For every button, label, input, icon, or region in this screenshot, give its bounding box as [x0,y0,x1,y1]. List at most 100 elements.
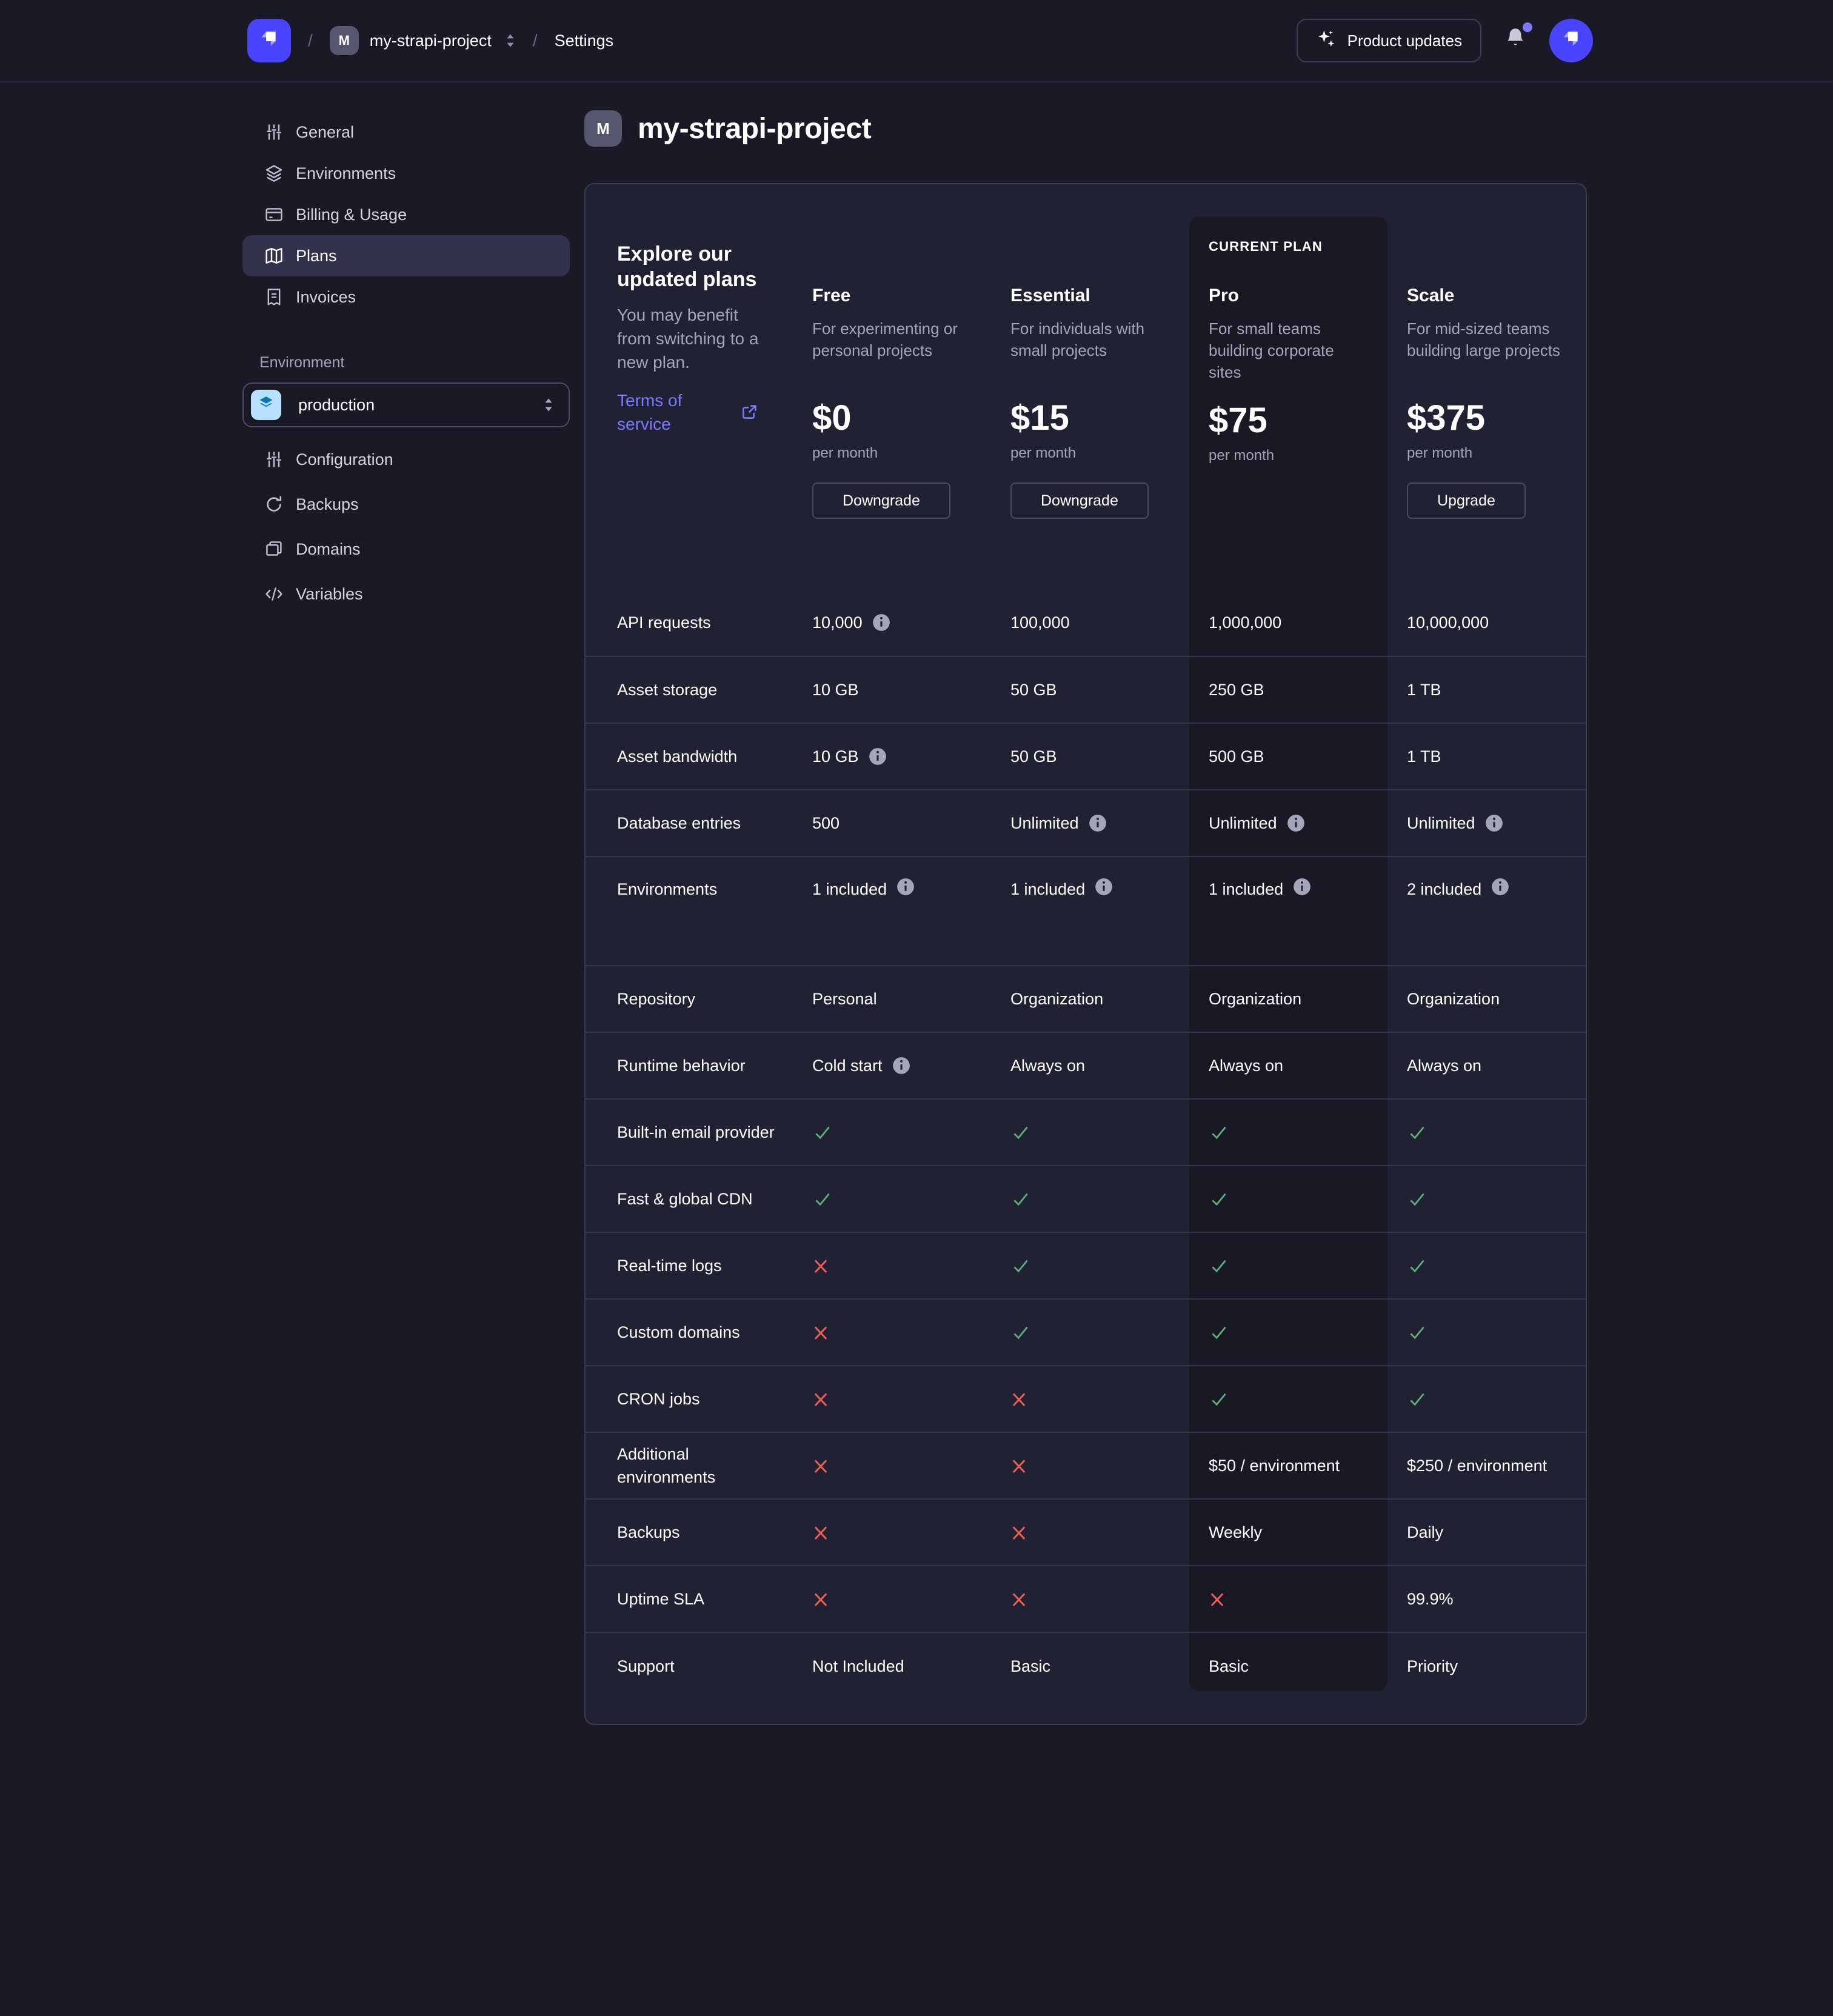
sidebar-item-environments[interactable]: Environments [242,153,570,194]
cross-icon [1010,1524,1027,1541]
strapi-logo-icon[interactable] [247,19,291,62]
feature-cell-scale: Organization [1387,966,1586,1032]
chevron-updown-icon [505,33,516,48]
environment-layers-icon [251,390,281,420]
feature-cell-scale [1387,1100,1586,1165]
terms-of-service-link[interactable]: Terms of service [617,391,683,433]
product-updates-button[interactable]: Product updates [1296,19,1481,62]
info-icon[interactable] [896,878,915,896]
sidebar-item-configuration[interactable]: Configuration [242,437,570,482]
check-icon [1407,1389,1427,1410]
feature-value: Always on [1010,1056,1086,1075]
feature-cell-essential [991,1233,1189,1298]
feature-row-environments: Environments 1 included 1 included 1 includ… [586,856,1586,965]
environment-section-label: Environment [259,354,345,371]
feature-cell-scale [1387,1300,1586,1365]
info-icon[interactable] [1287,814,1305,832]
notifications-bell-icon[interactable] [1503,22,1532,55]
check-icon [812,1123,833,1143]
plan-description: For small teams building corporate sites [1209,319,1334,381]
page-title: my-strapi-project [638,112,872,145]
plan-price: $75 [1209,401,1267,440]
feature-value: 100,000 [1010,613,1070,632]
layers-icon [264,164,284,183]
feature-cell-free: Personal [793,966,991,1032]
downgrade-button-free[interactable]: Downgrade [812,482,950,519]
feature-cell-pro [1189,1366,1387,1432]
feature-row-api-requests: API requests 10,000 100,000 1,000,000 10,000… [586,589,1586,656]
feature-cell-scale: $250 / environment [1387,1433,1586,1498]
feature-cell-free [793,1366,991,1432]
feature-value: 500 GB [1209,747,1264,766]
feature-cell-essential [991,1433,1189,1498]
breadcrumb-separator: / [532,31,538,50]
feature-value: Always on [1209,1056,1284,1075]
sidebar-item-domains[interactable]: Domains [242,527,570,572]
cross-icon [812,1324,829,1341]
plan-header-free: Free For experimenting or personal projec… [793,184,991,589]
sidebar-item-plans[interactable]: Plans [242,235,570,276]
feature-value: 1 included [812,880,887,898]
feature-cell-pro: 500 GB [1189,724,1387,789]
cross-icon [812,1524,829,1541]
feature-cell-free [793,1233,991,1298]
info-icon[interactable] [1485,814,1503,832]
feature-cell-scale [1387,1233,1586,1298]
feature-value: Basic [1010,1657,1051,1675]
feature-cell-free: Cold start [793,1033,991,1098]
check-icon [1407,1323,1427,1343]
upgrade-button-scale[interactable]: Upgrade [1407,482,1526,519]
user-avatar[interactable] [1549,19,1593,62]
feature-value: Basic [1209,1657,1249,1675]
check-icon [1010,1123,1031,1143]
feature-cell-essential [991,1366,1189,1432]
feature-label: Backups [617,1523,680,1541]
feature-value: 50 GB [1010,681,1057,699]
sparkle-icon [1316,28,1337,53]
environment-select[interactable]: production [242,382,570,427]
feature-cell-free [793,1300,991,1365]
feature-label: Uptime SLA [617,1590,705,1608]
plan-price: $15 [1010,398,1069,438]
external-link-icon [741,404,758,421]
info-icon[interactable] [869,747,887,766]
feature-label: Database entries [617,814,741,832]
feature-cell-essential [991,1300,1189,1365]
sidebar-item-variables[interactable]: Variables [242,572,570,616]
feature-label: Built-in email provider [617,1123,775,1141]
info-icon[interactable] [1089,814,1107,832]
settings-sidebar: General Environments Billing & Usage Plans I… [242,82,570,1725]
feature-value: Daily [1407,1523,1444,1541]
feature-value: Priority [1407,1657,1458,1675]
feature-cell-essential: Unlimited [991,790,1189,856]
feature-cell-pro [1189,1100,1387,1165]
breadcrumb-project-switcher[interactable]: M my-strapi-project [329,26,516,55]
feature-row-asset-storage: Asset storage 10 GB 50 GB 250 GB 1 TB [586,656,1586,723]
feature-value: Weekly [1209,1523,1263,1541]
breadcrumb-section: Settings [554,31,614,50]
cross-icon [1010,1458,1027,1475]
breadcrumb-separator: / [308,31,313,50]
check-icon [812,1189,833,1210]
feature-value: 2 included [1407,880,1482,898]
plans-card: Explore our updated plans You may benefi… [584,183,1587,1725]
plan-header-scale: Scale For mid-sized teams building large … [1387,184,1586,589]
info-icon[interactable] [892,1056,910,1075]
feature-value: 10,000 [812,613,863,632]
info-icon[interactable] [1293,878,1311,896]
sidebar-item-billing-usage[interactable]: Billing & Usage [242,194,570,235]
project-initial-badge: M [329,26,359,55]
feature-cell-essential: 1 included [991,857,1189,965]
sidebar-item-backups[interactable]: Backups [242,482,570,527]
sidebar-item-invoices[interactable]: Invoices [242,276,570,318]
sidebar-item-general[interactable]: General [242,112,570,153]
info-icon[interactable] [1491,878,1509,896]
info-icon[interactable] [872,613,890,632]
check-icon [1209,1389,1229,1410]
feature-value: Cold start [812,1056,883,1075]
info-icon[interactable] [1095,878,1113,896]
check-icon [1010,1323,1031,1343]
feature-label: Support [617,1657,675,1675]
feature-cell-essential [991,1166,1189,1232]
downgrade-button-essential[interactable]: Downgrade [1010,482,1149,519]
